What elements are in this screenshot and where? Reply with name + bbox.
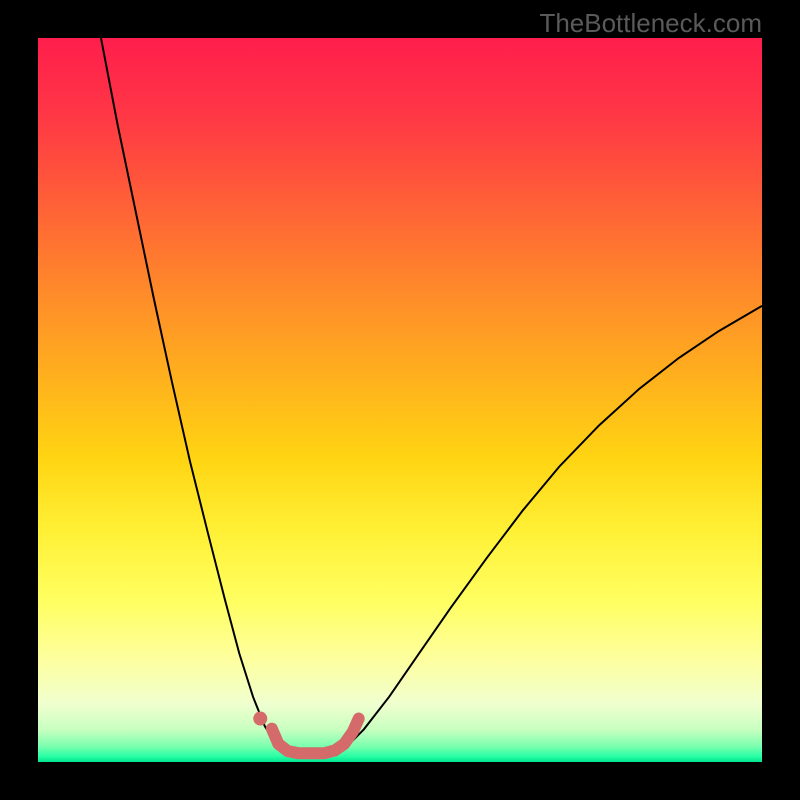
plot-area (38, 38, 762, 762)
v-curve-left (101, 38, 288, 753)
marker-dot (253, 712, 267, 726)
marker-u-path (272, 719, 359, 754)
curve-layer (38, 38, 762, 762)
watermark-text: TheBottleneck.com (539, 8, 762, 39)
v-curve-right (335, 306, 762, 753)
